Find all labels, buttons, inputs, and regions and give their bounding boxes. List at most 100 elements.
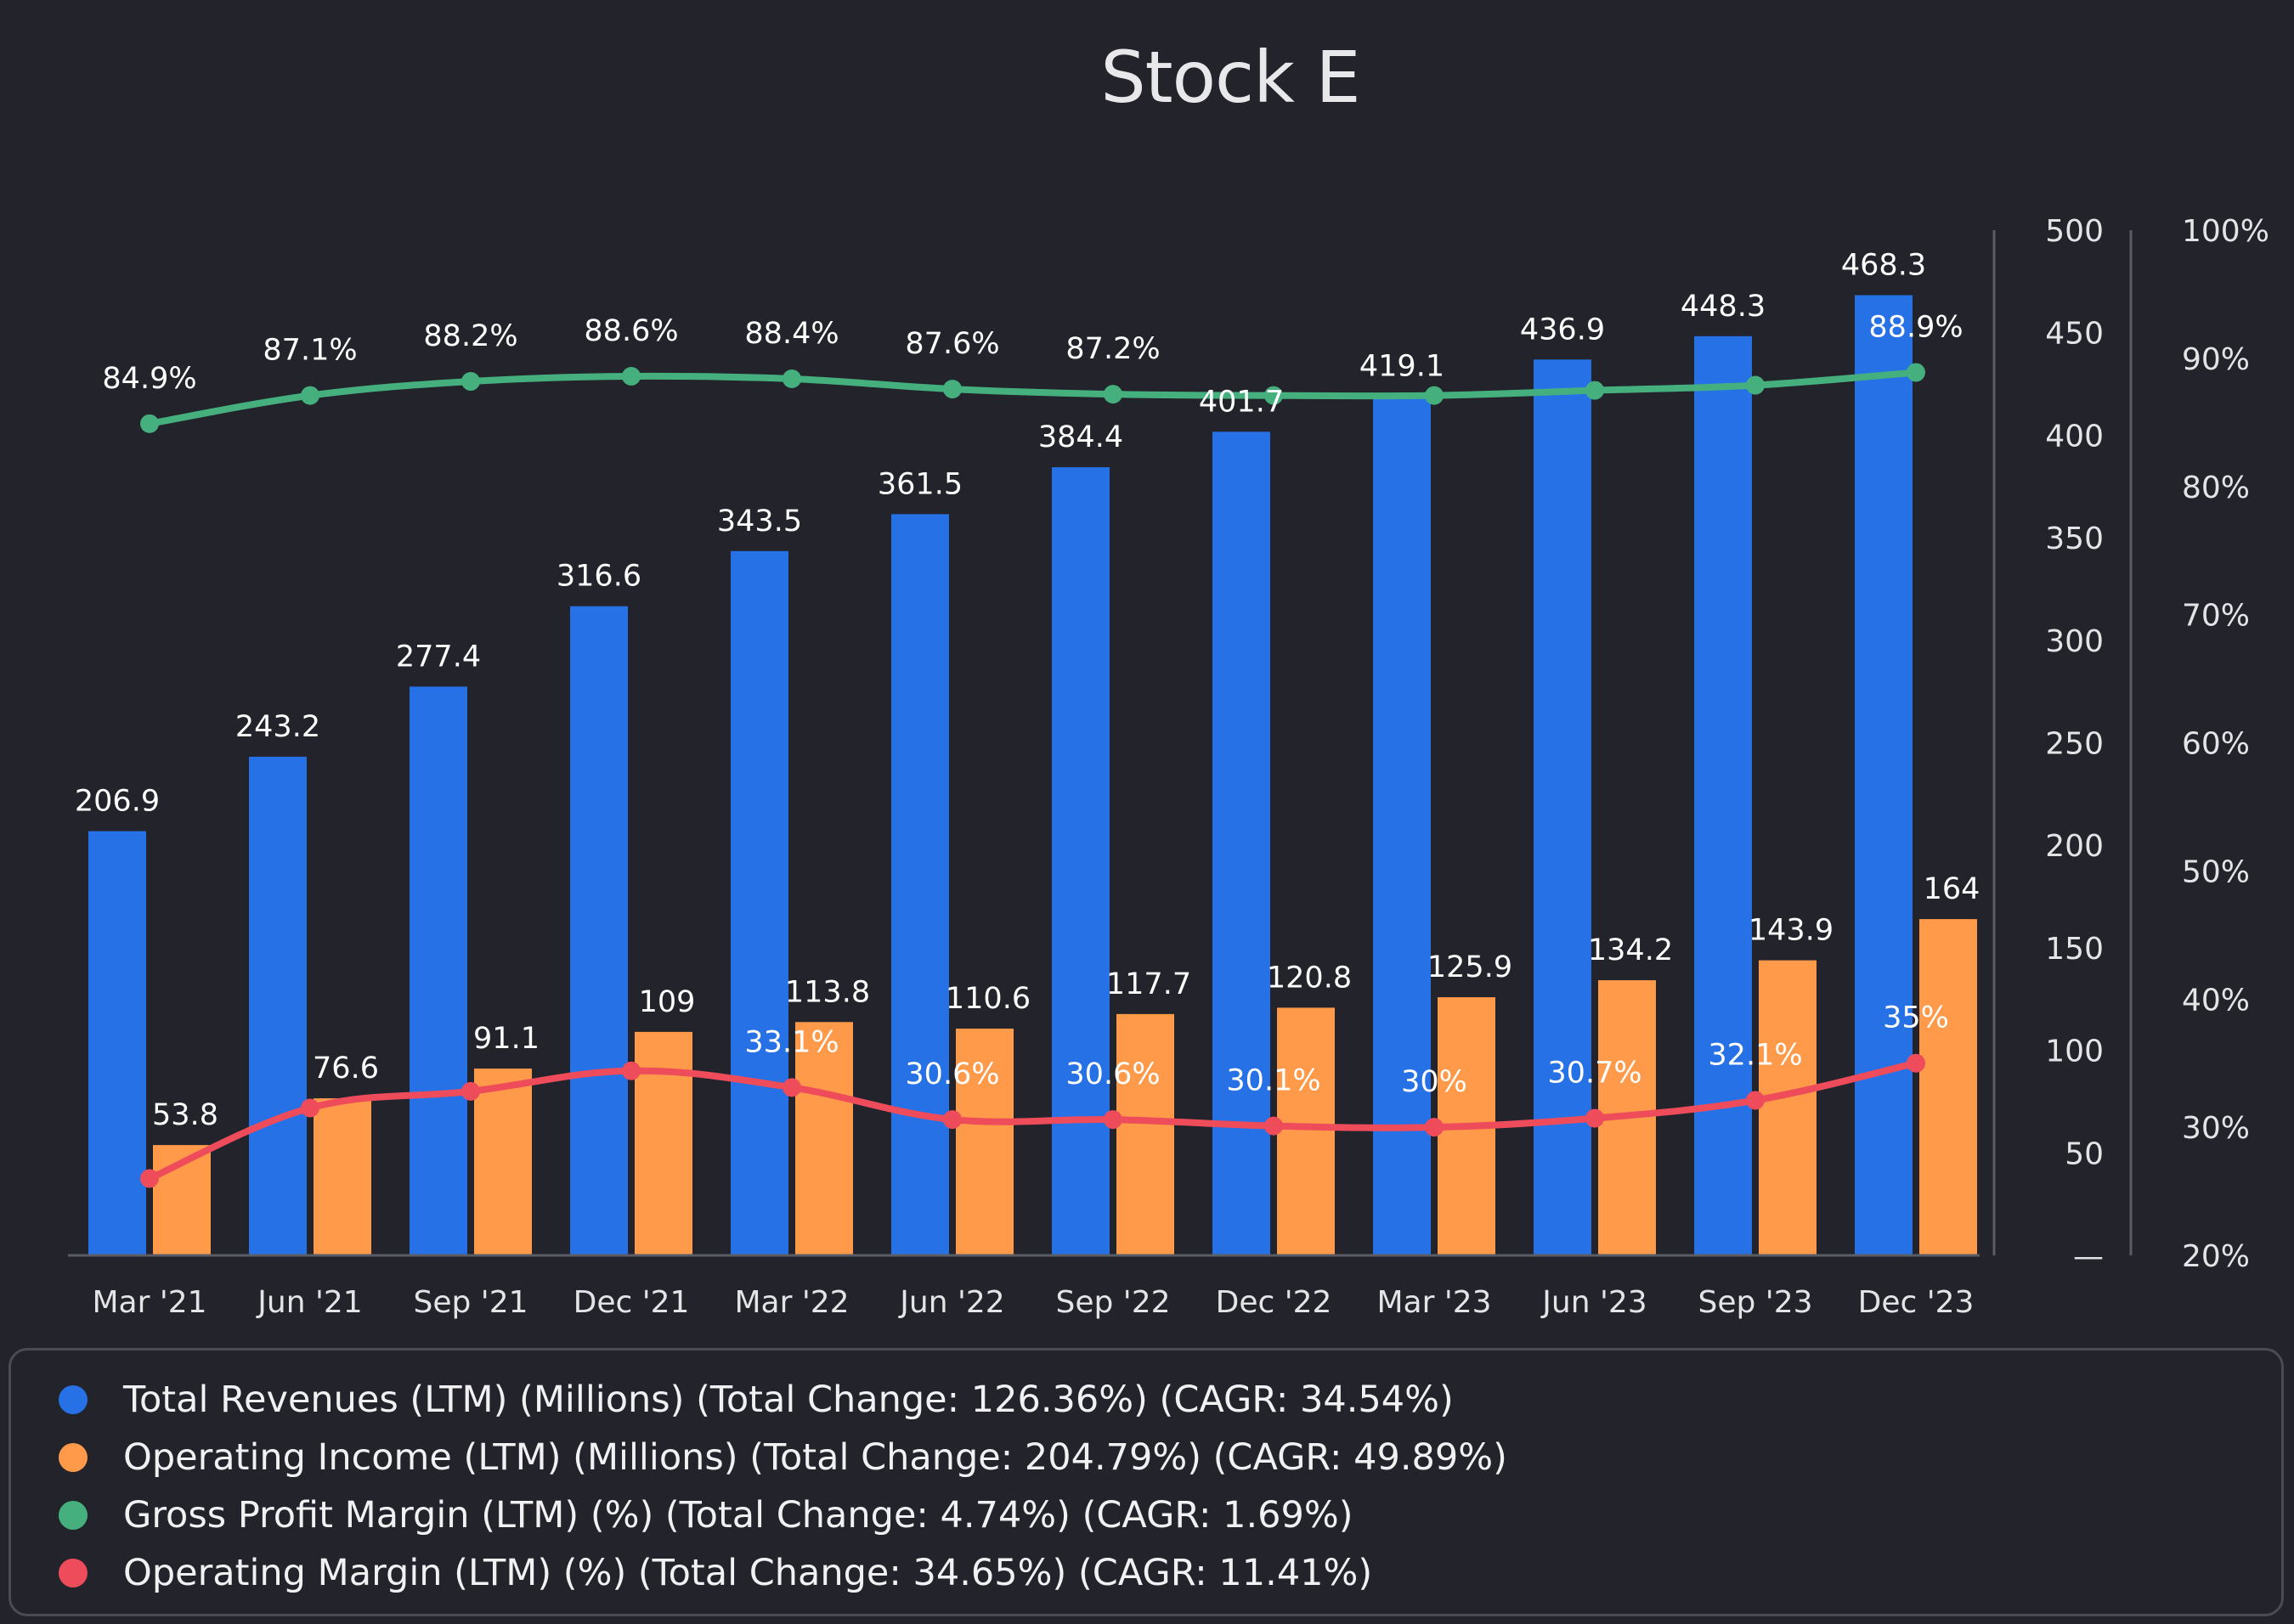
operating-margin-point: [461, 1081, 480, 1101]
legend: Total Revenues (LTM) (Millions) (Total C…: [8, 1348, 2284, 1616]
legend-item-operating-income[interactable]: Operating Income (LTM) (Millions) (Total…: [11, 1429, 2281, 1486]
bars-layer: [88, 295, 1977, 1256]
legend-label: Gross Profit Margin (LTM) (%) (Total Cha…: [123, 1494, 1353, 1537]
revenue-value-label: 316.6: [557, 560, 641, 594]
revenue-value-label: 384.4: [1038, 420, 1123, 454]
revenue-bar: [1534, 359, 1591, 1256]
legend-label: Operating Margin (LTM) (%) (Total Change…: [123, 1552, 1373, 1594]
operating-margin-point: [1585, 1108, 1604, 1128]
operating-margin-value-label: 30.1%: [1226, 1064, 1320, 1098]
left-axis-tick-label: 350: [2045, 522, 2104, 556]
left-axis-tick-label: 50: [2065, 1136, 2104, 1171]
gross-margin-point: [1104, 385, 1122, 404]
revenue-bar: [731, 550, 788, 1255]
operating-income-bar: [1116, 1013, 1174, 1255]
left-axis-tick-label: —: [2073, 1239, 2104, 1274]
operating-income-value-label: 164: [1924, 872, 1980, 906]
operating-income-bar: [635, 1031, 692, 1255]
right-axis-tick-label: 60%: [2182, 727, 2250, 762]
revenue-bar: [1052, 467, 1110, 1255]
gross-margin-point: [1264, 386, 1283, 405]
gross-margin-value-label: 88.4%: [744, 317, 839, 351]
operating-income-bar: [956, 1029, 1014, 1255]
operating-margin-value-label: 30.7%: [1547, 1057, 1641, 1091]
operating-margin-point: [1104, 1110, 1122, 1130]
left-axis-tick-label: 200: [2045, 829, 2104, 864]
x-tick-label: Jun '23: [1540, 1285, 1647, 1320]
operating-margin-point: [1264, 1116, 1283, 1136]
operating-income-bar: [474, 1069, 532, 1255]
gross-margin-value-label: 87.2%: [1065, 332, 1160, 366]
operating-margin-value-label: 35%: [1883, 1001, 1949, 1035]
right-axis-tick-label: 70%: [2182, 599, 2250, 634]
gross-margin-point: [461, 372, 480, 392]
gross-margin-point: [140, 414, 159, 433]
operating-margin-value-label: 32.1%: [1708, 1038, 1802, 1072]
operating-income-value-label: 91.1: [473, 1022, 540, 1056]
operating-margin-line: [146, 1059, 1919, 1182]
right-axis-tick-label: 100%: [2182, 214, 2269, 249]
operating-income-value-label: 113.8: [785, 975, 870, 1009]
operating-margin-point: [783, 1078, 801, 1097]
operating-margin-point: [1907, 1053, 1925, 1073]
right-axis-tick-label: 40%: [2182, 983, 2250, 1018]
axes-layer: Mar '21 Jun '21 Sep '21 Dec '21 Mar '22 Jun '…: [68, 214, 2269, 1320]
left-axis-tick-label: 500: [2045, 214, 2104, 249]
labels-layer: 206.9 53.8 243.2 76.6 277.4 91.1 316.6 109 343.5…: [75, 249, 1980, 1133]
lines-layer: [140, 363, 1925, 1188]
operating-income-bar: [1759, 960, 1817, 1255]
operating-margin-value-label: 30.6%: [1065, 1057, 1160, 1091]
gross-margin-point: [783, 369, 801, 389]
gross-margin-point: [301, 386, 319, 405]
right-axis-tick-label: 90%: [2182, 342, 2250, 377]
gross-margin-point: [1585, 381, 1604, 400]
legend-dot-operating-margin: [59, 1559, 88, 1587]
operating-income-bar: [1919, 919, 1977, 1255]
revenue-value-label: 468.3: [1841, 249, 1926, 283]
combo-chart: Mar '21 Jun '21 Sep '21 Dec '21 Mar '22 Jun '…: [68, 214, 2269, 1320]
operating-income-bar: [1277, 1007, 1335, 1255]
operating-margin-point: [1425, 1118, 1444, 1137]
x-tick-label: Sep '22: [1056, 1285, 1171, 1320]
legend-label: Operating Income (LTM) (Millions) (Total…: [123, 1436, 1507, 1479]
operating-income-bar: [314, 1098, 371, 1255]
legend-dot-gross-margin: [59, 1501, 88, 1530]
operating-income-value-label: 109: [639, 985, 696, 1019]
revenue-bar: [410, 686, 467, 1255]
left-axis-tick-label: 150: [2045, 932, 2104, 967]
operating-margin-point: [140, 1169, 159, 1188]
chart-title: Stock E: [1100, 36, 1360, 119]
gross-margin-point: [1907, 363, 1925, 382]
left-axis-tick-label: 400: [2045, 419, 2104, 454]
operating-margin-point: [301, 1098, 319, 1118]
legend-item-operating-margin[interactable]: Operating Margin (LTM) (%) (Total Change…: [11, 1544, 2281, 1602]
gross-margin-point: [943, 380, 962, 399]
revenue-value-label: 243.2: [235, 710, 320, 744]
legend-item-gross-margin[interactable]: Gross Profit Margin (LTM) (%) (Total Cha…: [11, 1486, 2281, 1544]
operating-income-value-label: 120.8: [1267, 961, 1352, 995]
legend-item-revenue[interactable]: Total Revenues (LTM) (Millions) (Total C…: [11, 1371, 2281, 1429]
left-axis-tick-label: 100: [2045, 1035, 2104, 1069]
x-tick-label: Mar '21: [92, 1285, 206, 1320]
gross-margin-value-label: 88.2%: [423, 319, 517, 353]
revenue-value-label: 401.7: [1199, 385, 1284, 419]
x-tick-label: Dec '23: [1858, 1285, 1975, 1320]
gross-margin-value-label: 87.6%: [905, 327, 999, 361]
legend-label: Total Revenues (LTM) (Millions) (Total C…: [123, 1379, 1454, 1421]
right-axis-tick-label: 50%: [2182, 854, 2250, 889]
revenue-bar: [1694, 336, 1752, 1255]
x-tick-label: Dec '21: [574, 1285, 690, 1320]
operating-income-value-label: 110.6: [946, 982, 1031, 1016]
gross-margin-point: [1746, 375, 1765, 395]
revenue-value-label: 361.5: [878, 467, 963, 501]
operating-margin-value-label: 33.1%: [744, 1025, 839, 1059]
revenue-bar: [1855, 295, 1913, 1255]
x-tick-label: Mar '22: [734, 1285, 849, 1320]
x-tick-label: Dec '22: [1216, 1285, 1332, 1320]
x-tick-label: Sep '21: [414, 1285, 528, 1320]
operating-margin-value-label: 30.6%: [905, 1057, 999, 1091]
revenue-value-label: 419.1: [1359, 349, 1444, 383]
left-axis-tick-label: 450: [2045, 317, 2104, 352]
right-axis-tick-label: 30%: [2182, 1111, 2250, 1146]
operating-margin-value-label: 30%: [1401, 1065, 1467, 1099]
